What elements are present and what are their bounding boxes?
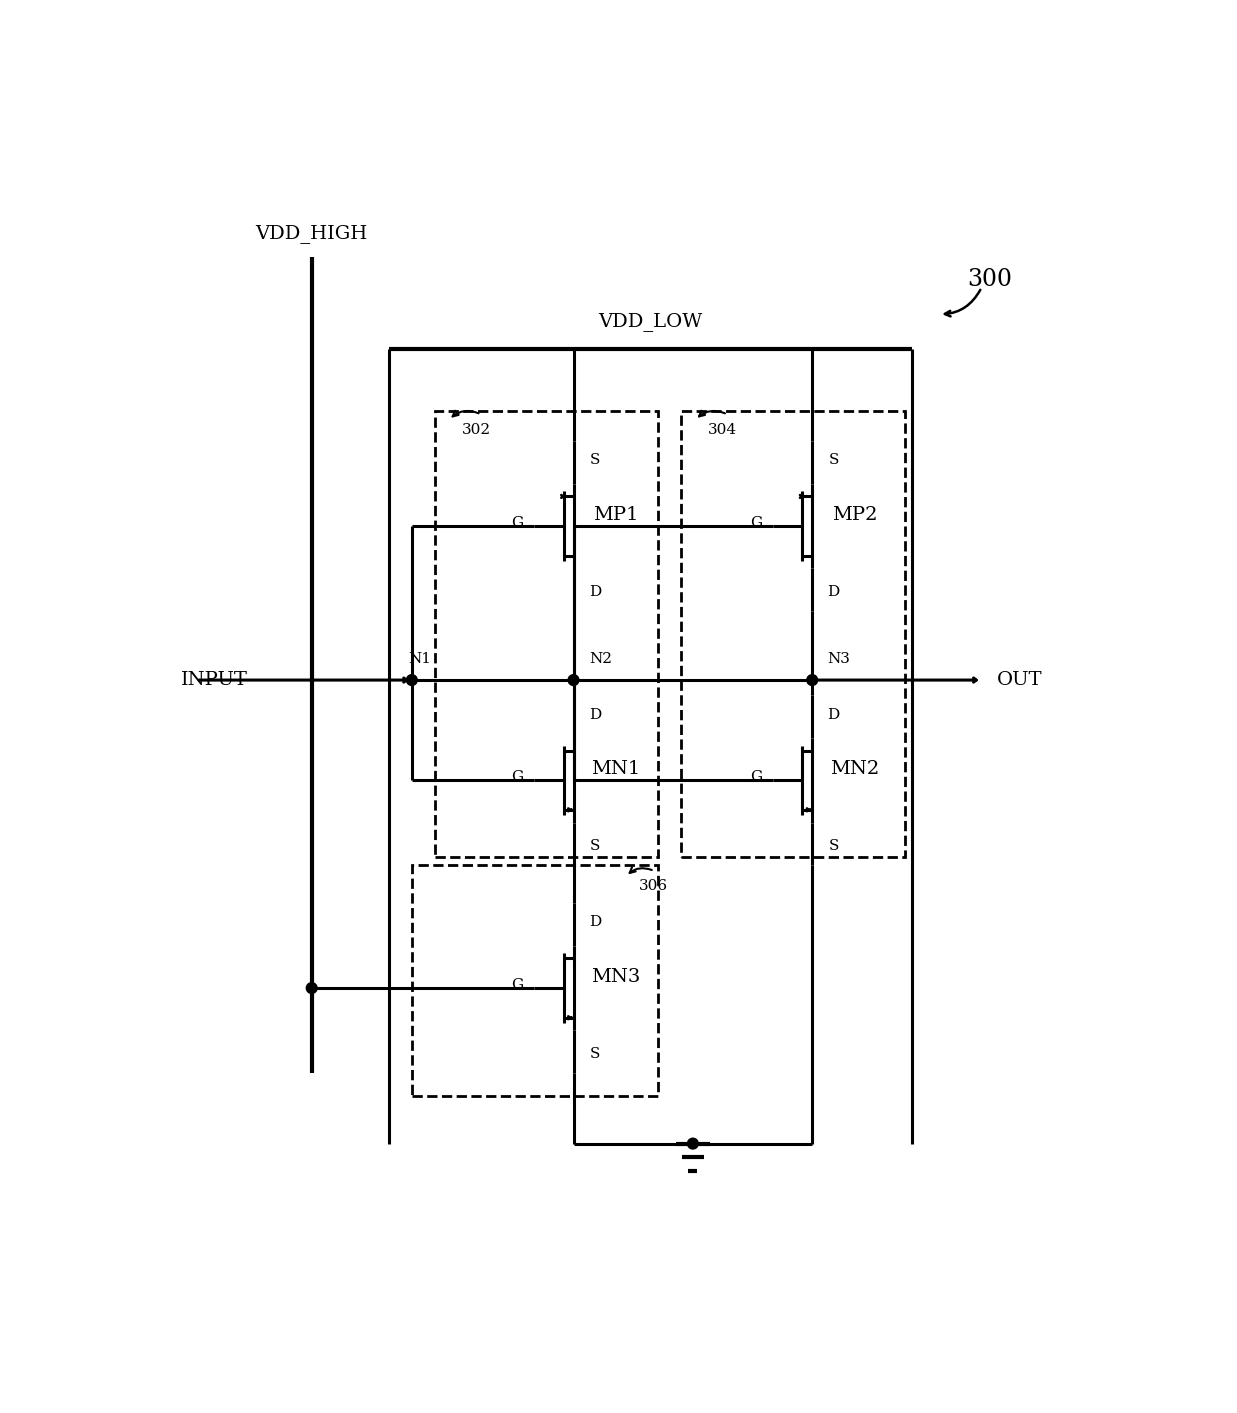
Text: VDD_LOW: VDD_LOW: [599, 312, 703, 332]
Circle shape: [688, 1139, 698, 1149]
Bar: [435, 411, 658, 858]
Text: S: S: [590, 839, 600, 853]
Text: G: G: [750, 516, 762, 530]
Text: S: S: [829, 839, 839, 853]
Bar: [682, 411, 904, 858]
Text: D: D: [589, 585, 601, 599]
Circle shape: [807, 674, 818, 685]
Bar: [412, 865, 658, 1096]
Text: S: S: [590, 454, 600, 468]
Text: G: G: [511, 770, 523, 784]
Text: D: D: [828, 585, 840, 599]
Text: INPUT: INPUT: [181, 671, 247, 690]
Text: 304: 304: [709, 422, 737, 437]
Text: N2: N2: [589, 651, 612, 666]
Text: MN3: MN3: [591, 968, 641, 985]
Text: 302: 302: [461, 422, 491, 437]
Text: S: S: [590, 1047, 600, 1061]
Text: MP1: MP1: [593, 506, 638, 524]
Text: MP2: MP2: [831, 506, 877, 524]
Text: VDD_HIGH: VDD_HIGH: [256, 225, 367, 243]
Text: 300: 300: [967, 268, 1012, 291]
Text: MN1: MN1: [591, 760, 641, 777]
Circle shape: [407, 674, 417, 685]
Text: G: G: [750, 770, 762, 784]
Text: G: G: [511, 978, 523, 992]
Circle shape: [568, 674, 579, 685]
Text: N1: N1: [408, 651, 430, 666]
Text: OUT: OUT: [997, 671, 1043, 690]
Circle shape: [307, 982, 317, 993]
Text: S: S: [829, 454, 839, 468]
Text: G: G: [511, 516, 523, 530]
Text: 306: 306: [640, 879, 668, 893]
Text: D: D: [828, 708, 840, 722]
Text: MN2: MN2: [830, 760, 880, 777]
Text: D: D: [589, 708, 601, 722]
Text: N3: N3: [828, 651, 851, 666]
Text: D: D: [589, 916, 601, 930]
